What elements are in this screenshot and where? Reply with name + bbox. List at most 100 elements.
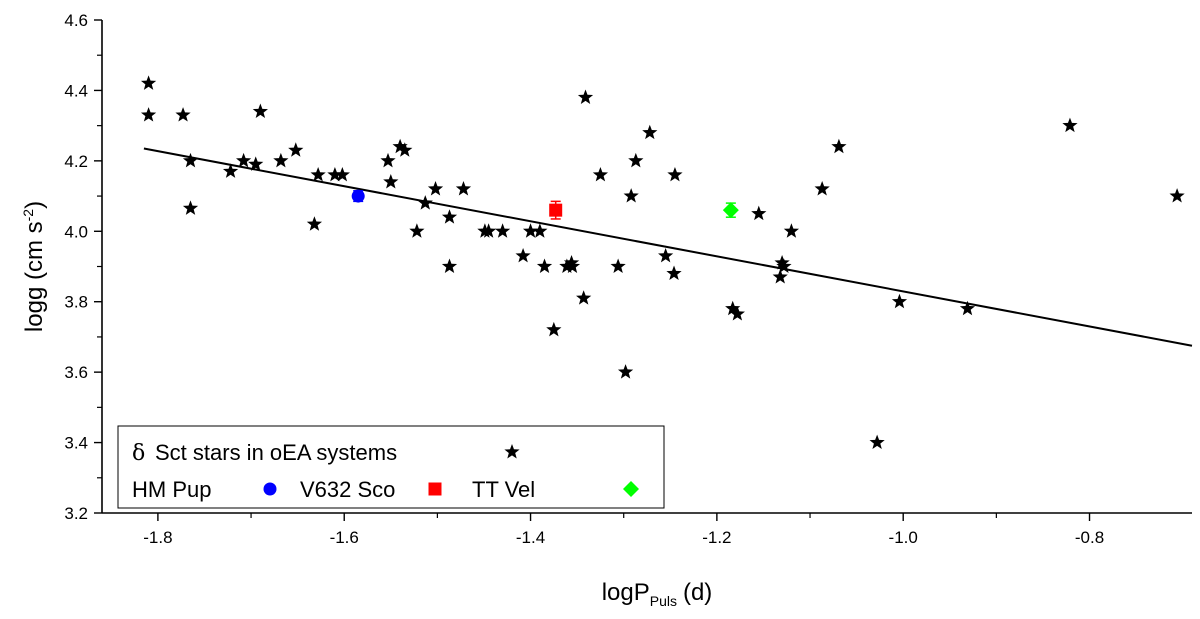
star-marker [776,258,792,273]
x-axis-title-subscript: Puls [650,593,677,609]
x-tick-label: -0.8 [1075,528,1104,547]
legend-label-delta-symbol: δ [132,441,145,466]
star-marker [869,434,885,450]
legend-star-marker [504,444,520,459]
star-marker [175,107,191,122]
star-marker [327,166,343,182]
star-marker [417,195,433,210]
star-marker [729,306,745,321]
data-points [140,75,1185,450]
star-marker [546,321,562,337]
legend-label-hm-pup: HM Pup [132,477,211,502]
star-marker [310,166,326,182]
legend-square-marker [428,482,442,496]
y-axis-title-close: ) [21,201,48,209]
star-marker [515,247,531,263]
star-marker [441,258,458,273]
y-axis-title-main: logg (cm s [21,221,48,332]
y-axis-title: logg (cm s-2) [20,201,48,332]
star-marker [610,258,626,273]
star-marker [667,166,683,182]
legend-diamond-marker [623,481,639,497]
star-marker [383,173,399,189]
star-marker [814,181,830,196]
star-marker [522,223,539,238]
star-marker [774,254,790,270]
star-marker [380,152,396,168]
regression-line [143,147,1193,347]
star-marker [959,300,976,316]
y-tick-label: 3.6 [64,363,88,382]
star-marker [455,181,472,196]
y-tick-label: 3.8 [64,293,88,312]
star-marker [617,364,634,379]
star-marker [397,142,413,157]
star-marker [248,156,264,171]
star-marker [532,223,548,238]
star-marker [831,138,847,154]
star-marker [140,75,157,90]
star-marker [273,152,289,168]
star-marker [182,200,199,215]
star-marker [222,163,239,178]
legend-circle-marker [263,482,277,496]
star-marker [494,223,511,238]
star-marker [306,216,323,231]
star-marker [481,223,497,238]
star-marker [441,209,458,224]
x-tick-label: -1.6 [330,528,359,547]
star-marker [783,223,800,238]
star-marker [576,290,592,305]
star-marker [392,138,408,154]
star-marker [772,269,788,284]
legend: δ Sct stars in oEA systems HM Pup V632 S… [117,425,665,509]
star-marker [559,258,575,273]
star-marker [628,152,644,168]
star-marker [666,265,682,281]
x-tick-label: -1.0 [889,528,918,547]
diamond-marker [722,202,739,219]
legend-label-delta-sct: Sct stars in oEA systems [155,440,397,465]
x-axis-title-unit: (d) [683,579,712,606]
star-marker [592,166,609,182]
star-marker [409,223,425,238]
star-marker [288,142,304,157]
star-marker [334,166,350,182]
star-marker [642,124,658,140]
star-marker [182,152,199,168]
star-marker [236,152,252,168]
regression-line-group [143,147,1193,347]
x-tick-label: -1.8 [143,528,172,547]
star-marker [577,89,594,104]
y-axis-title-superscript: -2 [20,209,36,222]
x-tick-label: -1.4 [516,528,545,547]
legend-box [117,425,665,509]
y-tick-label: 3.4 [64,434,88,453]
axes: -1.8 -1.6 -1.4 -1.2 -1.0 -0.8 3.2 3.4 3.6 3.8 4.0 4… [64,11,1192,547]
circle-marker [351,189,365,203]
star-marker [1062,117,1078,133]
star-marker [427,181,444,196]
x-axis-title: logPPuls (d) [602,579,713,609]
star-marker [252,103,268,119]
star-marker [725,300,741,316]
star-marker [891,293,908,309]
y-tick-label: 4.4 [64,81,88,100]
star-marker [623,188,639,203]
star-marker [564,258,581,273]
x-tick-label: -1.2 [702,528,731,547]
y-tick-label: 3.2 [64,504,88,523]
legend-label-tt-vel: TT Vel [472,477,535,502]
star-marker [751,205,767,221]
y-tick-label: 4.2 [64,152,88,171]
y-tick-label: 4.6 [64,11,88,30]
square-marker [549,203,563,217]
x-axis-title-main: logP [602,579,650,606]
y-tick-label: 4.0 [64,222,88,241]
star-marker [140,107,157,122]
star-marker [536,258,553,273]
star-marker [658,247,674,263]
star-marker [1169,188,1185,203]
legend-label-v632-sco: V632 Sco [300,477,395,502]
